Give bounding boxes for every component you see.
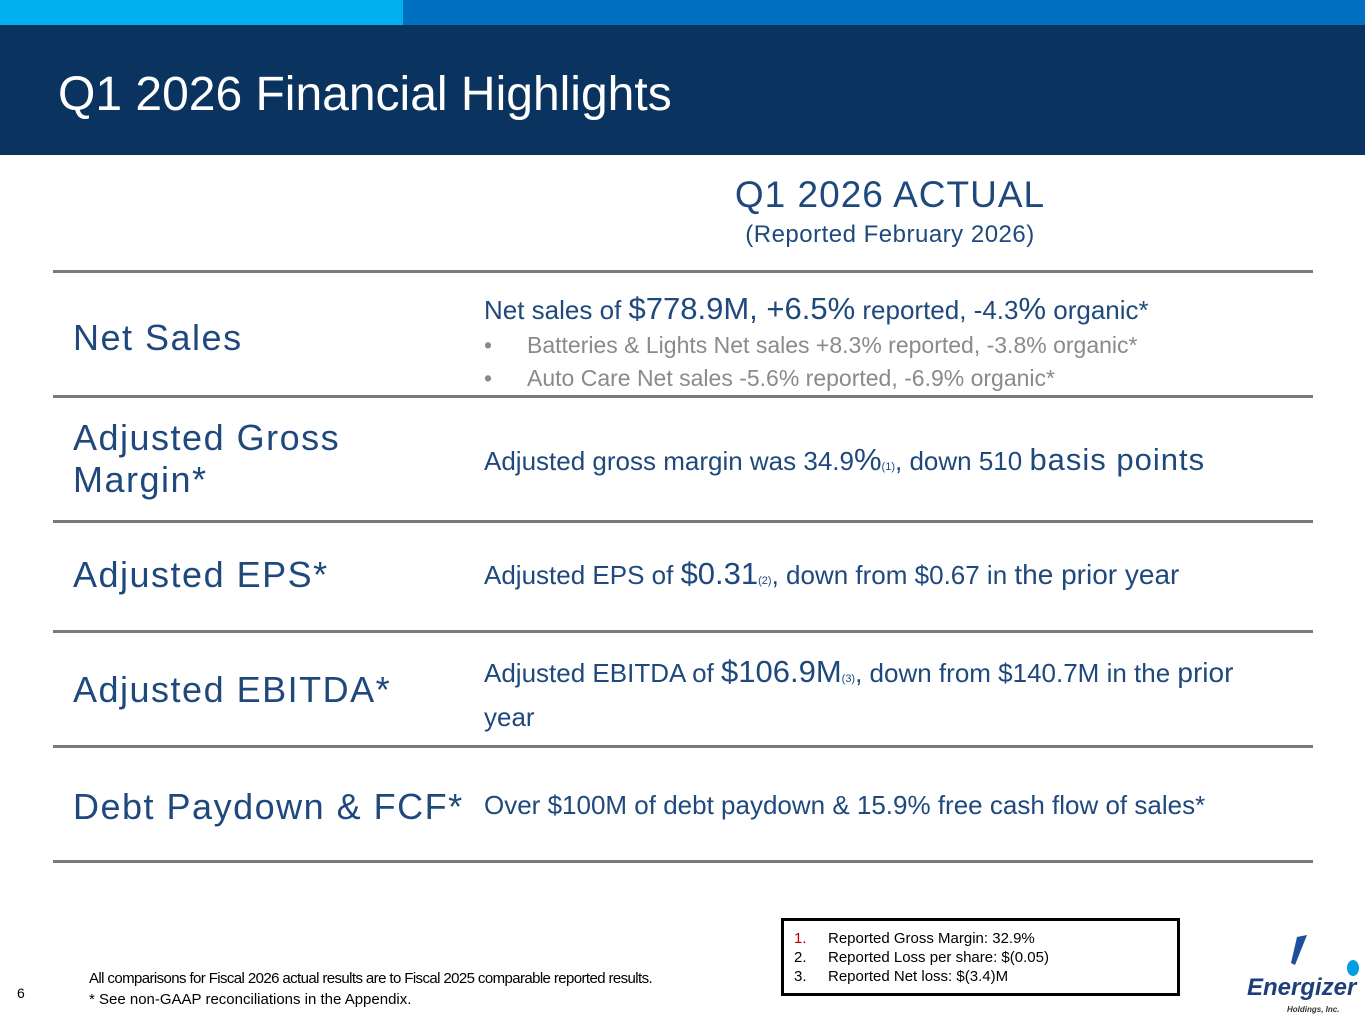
divider — [53, 745, 1313, 748]
row-label-ebitda: Adjusted EBITDA* — [73, 669, 392, 710]
text: the prior year — [1014, 559, 1180, 590]
text: organic* — [1046, 295, 1149, 325]
footnote: All comparisons for Fiscal 2026 actual r… — [89, 970, 653, 987]
note-item: 1. Reported Gross Margin: 32.9% — [794, 929, 1167, 948]
bullet-icon: • — [484, 365, 493, 391]
text: , down from $0.67 in — [771, 560, 1015, 590]
footnote-ref: (3) — [841, 673, 856, 685]
text: $778.9M, +6.5% — [628, 291, 856, 326]
text: $106.9M — [721, 654, 842, 689]
text: year — [484, 702, 535, 732]
row-label-debt-fcf: Debt Paydown & FCF* — [73, 786, 464, 827]
text: % — [1018, 291, 1047, 326]
bullet-item: • Auto Care Net sales -5.6% reported, -6.… — [484, 365, 1055, 392]
bullet-text: Auto Care Net sales -5.6% reported, -6.9… — [527, 365, 1055, 391]
divider — [53, 395, 1313, 398]
footnote: * See non-GAAP reconciliations in the Ap… — [89, 991, 412, 1008]
footnote-ref: (2) — [758, 575, 772, 587]
text: basis points — [1029, 442, 1206, 477]
note-item: 2. Reported Loss per share: $(0.05) — [794, 948, 1167, 967]
row-desc-debt-fcf: Over $100M of debt paydown & 15.9% free … — [484, 790, 1206, 820]
note-number: 1. — [794, 930, 807, 947]
column-subtitle: (Reported February 2026) — [745, 221, 1035, 248]
footnotes: All comparisons for Fiscal 2026 actual r… — [89, 968, 653, 1010]
reported-results-box: 1. Reported Gross Margin: 32.9% 2. Reporte… — [781, 918, 1180, 996]
page-title: Q1 2026 Financial Highlights — [58, 68, 672, 121]
text: Adjusted gross margin was 34.9 — [484, 446, 854, 476]
note-number: 3. — [794, 968, 807, 985]
row-label-net-sales: Net Sales — [73, 317, 243, 358]
divider — [53, 630, 1313, 633]
text: $0.31 — [680, 556, 759, 591]
top-accent-bar-light — [0, 0, 403, 25]
text: % — [853, 442, 882, 477]
text: , down from $140.7M in the — [855, 658, 1178, 688]
bullet-text: Batteries & Lights Net sales +8.3% repor… — [527, 332, 1138, 358]
bullet-item: • Batteries & Lights Net sales +8.3% repo… — [484, 332, 1137, 359]
top-accent-bar-dark — [403, 0, 1365, 25]
text: , down 510 — [895, 446, 1030, 476]
note-item: 3. Reported Net loss: $(3.4)M — [794, 967, 1167, 986]
page-number: 6 — [17, 985, 25, 1001]
row-desc-gross-margin: Adjusted gross margin was 34.9%(1), down… — [484, 441, 1344, 486]
row-label-gross-margin: Adjusted Gross Margin* — [73, 417, 341, 500]
row-desc-ebitda: Adjusted EBITDA of $106.9M(3), down from… — [484, 653, 1344, 736]
svg-text:Energizer: Energizer — [1247, 974, 1358, 1001]
energizer-logo-icon: Energizer Holdings, Inc. — [1247, 935, 1359, 1014]
row-desc-eps: Adjusted EPS of $0.31(2), down from $0.6… — [484, 555, 1344, 600]
divider — [53, 860, 1313, 863]
text: Adjusted EPS of — [484, 560, 681, 590]
row-label-eps: Adjusted EPS* — [73, 554, 329, 595]
note-text: Reported Gross Margin: 32.9% — [828, 930, 1035, 947]
text: Net sales of — [484, 295, 629, 325]
text: reported, -4.3 — [855, 295, 1019, 325]
bullet-icon: • — [484, 332, 493, 358]
text: prior — [1177, 657, 1234, 688]
footnote-ref: (1) — [881, 461, 895, 473]
text: Adjusted EBITDA of — [484, 658, 722, 688]
note-text: Reported Loss per share: $(0.05) — [828, 949, 1049, 966]
energizer-logo: Energizer Holdings, Inc. — [1245, 935, 1360, 1015]
note-text: Reported Net loss: $(3.4)M — [828, 968, 1009, 985]
svg-text:Holdings, Inc.: Holdings, Inc. — [1287, 1005, 1339, 1014]
column-title: Q1 2026 ACTUAL — [734, 174, 1046, 215]
header-band — [0, 25, 1365, 155]
divider — [53, 270, 1313, 273]
note-number: 2. — [794, 949, 807, 966]
row-desc-net-sales: Net sales of $778.9M, +6.5% reported, -4… — [484, 290, 1344, 329]
divider — [53, 520, 1313, 523]
